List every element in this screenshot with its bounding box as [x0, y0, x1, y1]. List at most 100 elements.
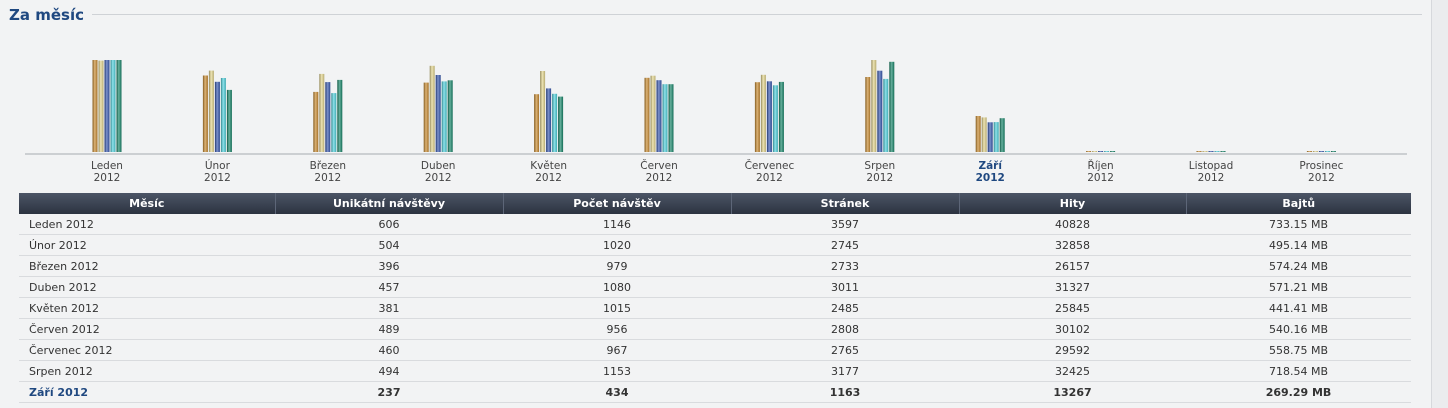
title-divider [92, 14, 1422, 15]
x-label-year: 2012 [1198, 172, 1225, 184]
cell-month: Únor 2012 [19, 234, 275, 256]
cell-pages: 2745 [731, 234, 959, 256]
x-label-year: 2012 [94, 172, 121, 184]
bar-bytes-4 [558, 96, 564, 152]
cell-bytes: 269.29 MB [1186, 381, 1411, 403]
table-row: Srpen 2012 494 1153 3177 32425 718.54 MB [19, 360, 1411, 382]
bar-bytes-10 [1220, 151, 1226, 152]
bar-pages-10 [1208, 151, 1214, 152]
cell-pages: 3011 [731, 276, 959, 298]
bar-bytes-6 [778, 81, 784, 152]
x-label-year: 2012 [976, 172, 1005, 184]
x-label-year: 2012 [535, 172, 562, 184]
cell-visits: 967 [503, 339, 731, 361]
bar-bytes-1 [226, 89, 232, 152]
bar-bytes-2 [337, 79, 343, 152]
cell-bytes: 495.14 MB [1186, 234, 1411, 256]
cell-unique-visits: 237 [275, 381, 503, 403]
bar-pages-4 [546, 88, 552, 152]
bar-visits-8 [981, 117, 987, 152]
cell-hits: 32858 [959, 234, 1186, 256]
bar-bytes-7 [889, 61, 895, 152]
bar-bytes-9 [1110, 151, 1116, 152]
bar-visits-9 [1092, 151, 1098, 152]
x-label-year: 2012 [646, 172, 673, 184]
bar-bytes-0 [116, 60, 122, 152]
bar-hits-9 [1104, 151, 1110, 152]
cell-pages: 1163 [731, 381, 959, 403]
scrollbar-track[interactable] [1431, 0, 1448, 408]
bar-visits-11 [1312, 151, 1318, 152]
table-row: Červen 2012 489 956 2808 30102 540.16 MB [19, 318, 1411, 340]
bar-visits-1 [208, 70, 214, 152]
table-row: Květen 2012 381 1015 2485 25845 441.41 MB [19, 297, 1411, 319]
bar-hits-4 [552, 93, 558, 152]
cell-visits: 1146 [503, 214, 731, 235]
bar-hits-10 [1214, 151, 1220, 152]
cell-unique-visits: 504 [275, 234, 503, 256]
bar-visits-0 [98, 60, 104, 152]
bar-hits-8 [993, 122, 999, 152]
cell-hits: 26157 [959, 255, 1186, 277]
table-row: Duben 2012 457 1080 3011 31327 571.21 MB [19, 276, 1411, 298]
cell-hits: 13267 [959, 381, 1186, 403]
cell-bytes: 733.15 MB [1186, 214, 1411, 235]
x-label-year: 2012 [1087, 172, 1114, 184]
table-row: Leden 2012 606 1146 3597 40828 733.15 MB [19, 214, 1411, 235]
cell-visits: 956 [503, 318, 731, 340]
bar-hits-0 [110, 60, 116, 152]
cell-visits: 1153 [503, 360, 731, 382]
cell-unique-visits: 494 [275, 360, 503, 382]
cell-hits: 32425 [959, 360, 1186, 382]
cell-bytes: 540.16 MB [1186, 318, 1411, 340]
bar-visits-2 [319, 73, 325, 152]
table-row: Březen 2012 396 979 2733 26157 574.24 MB [19, 255, 1411, 277]
x-label-month: Říjen [1087, 159, 1113, 172]
bar-unique-1 [202, 75, 208, 152]
cell-month: Červen 2012 [19, 318, 275, 340]
bar-pages-5 [656, 80, 662, 152]
bar-hits-3 [441, 81, 447, 152]
header-unique-visits: Unikátní návštěvy [275, 193, 504, 214]
cell-visits: 979 [503, 255, 731, 277]
x-label-month: Březen [310, 160, 346, 172]
header-month: Měsíc [19, 193, 276, 214]
bar-visits-5 [650, 75, 656, 152]
cell-bytes: 558.75 MB [1186, 339, 1411, 361]
bar-pages-3 [435, 75, 441, 152]
bar-hits-7 [883, 78, 889, 152]
x-label-year: 2012 [425, 172, 452, 184]
cell-pages: 2765 [731, 339, 959, 361]
bar-unique-7 [865, 77, 871, 152]
x-label-month: Srpen [864, 160, 895, 172]
bar-visits-6 [760, 74, 766, 152]
x-label-month: Červen [640, 159, 677, 172]
x-label-month: Květen [530, 160, 567, 172]
table-row: Září 2012 237 434 1163 13267 269.29 MB [19, 381, 1411, 403]
header-visits: Počet návštěv [503, 193, 732, 214]
cell-unique-visits: 460 [275, 339, 503, 361]
bar-unique-6 [754, 82, 760, 152]
cell-pages: 2733 [731, 255, 959, 277]
cell-bytes: 571.21 MB [1186, 276, 1411, 298]
monthly-chart: Leden 2012 Únor 2012 Březen 2012 Duben 2012 Květ… [0, 0, 1448, 194]
cell-bytes: 441.41 MB [1186, 297, 1411, 319]
section-title: Za měsíc [9, 6, 84, 24]
header-pages: Stránek [731, 193, 960, 214]
cell-pages: 2808 [731, 318, 959, 340]
bar-unique-4 [534, 94, 540, 152]
x-axis-labels: Leden2012Únor2012Březen2012Duben2012Květ… [91, 159, 1344, 184]
x-label-year: 2012 [866, 172, 893, 184]
x-label-month: Únor [205, 159, 231, 172]
bar-hits-6 [772, 85, 778, 152]
x-label-month: Prosinec [1299, 160, 1343, 172]
bar-bytes-5 [668, 84, 674, 152]
cell-unique-visits: 489 [275, 318, 503, 340]
cell-hits: 31327 [959, 276, 1186, 298]
table-row: Červenec 2012 460 967 2765 29592 558.75 MB [19, 339, 1411, 361]
cell-visits: 434 [503, 381, 731, 403]
bar-visits-7 [871, 60, 877, 152]
x-label-month: Září [978, 160, 1003, 172]
bar-pages-0 [104, 60, 110, 152]
cell-bytes: 574.24 MB [1186, 255, 1411, 277]
